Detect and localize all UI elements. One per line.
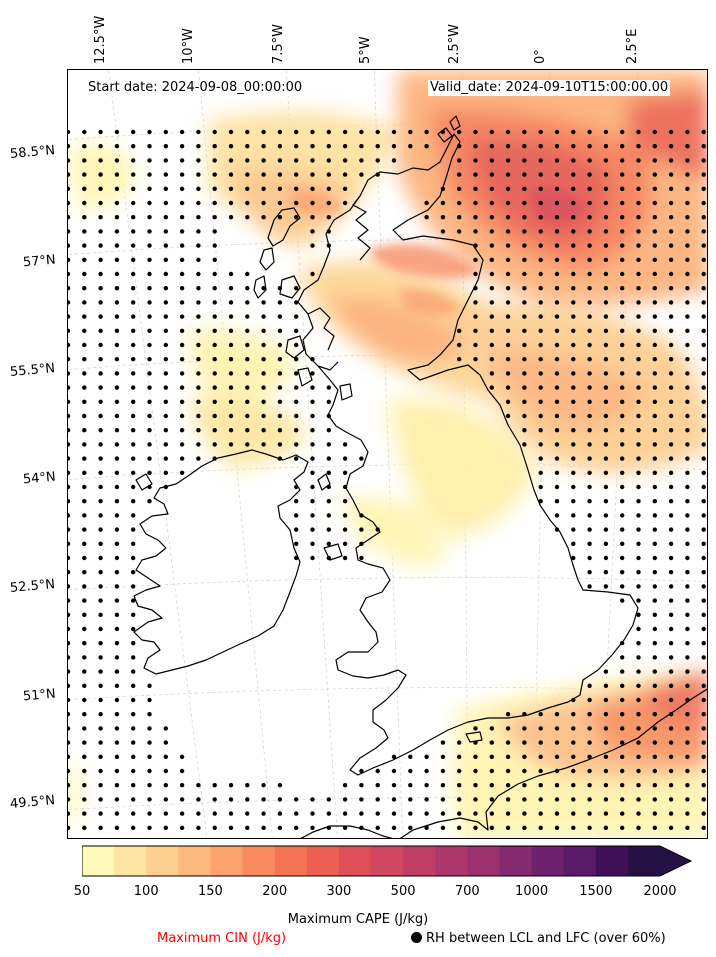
lat-label-58.5n: 58.5°N bbox=[9, 143, 56, 162]
colorbar-segment bbox=[178, 846, 211, 876]
coastline-great-britain bbox=[297, 133, 639, 776]
coastline-isle-of-man bbox=[317, 473, 331, 491]
start-date-label: Start date: 2024-09-08_00:00:00 bbox=[86, 80, 305, 96]
lat-label-52.5n: 52.5°N bbox=[9, 577, 56, 596]
lon-label-12.5w: 12.5°W bbox=[93, 15, 108, 64]
colorbar-tick-label: 2000 bbox=[643, 884, 677, 899]
rh-dots bbox=[68, 129, 706, 830]
cape-title: Maximum CAPE (J/kg) bbox=[287, 912, 429, 927]
colorbar-tick-label: 1000 bbox=[515, 884, 549, 899]
colorbar-tick-label: 1500 bbox=[579, 884, 613, 899]
lon-label-2.5e: 2.5°E bbox=[625, 28, 640, 64]
cin-label: Maximum CIN (J/kg) bbox=[157, 931, 287, 946]
colorbar-segment bbox=[595, 846, 629, 876]
colorbar-tick-label: 700 bbox=[454, 884, 480, 899]
lon-label-7.5w: 7.5°W bbox=[271, 23, 286, 64]
colorbar-segment bbox=[82, 846, 115, 876]
cape-map bbox=[68, 70, 707, 838]
valid-date-label: Valid_date: 2024-09-10T15:00:00.00 bbox=[428, 80, 671, 96]
colorbar-segment bbox=[146, 846, 179, 876]
lat-label-51n: 51°N bbox=[22, 686, 57, 705]
colorbar-segment bbox=[435, 846, 468, 876]
colorbar-segment bbox=[274, 846, 308, 876]
colorbar-segment bbox=[210, 846, 244, 876]
lat-label-54n: 54°N bbox=[22, 469, 57, 488]
colorbar-segment bbox=[563, 846, 597, 876]
colorbar-tick-label: 50 bbox=[73, 884, 91, 899]
coastline-hebrides bbox=[267, 207, 301, 247]
map-panel bbox=[67, 69, 708, 839]
colorbar-extend-arrow bbox=[660, 846, 691, 876]
colorbar-segment bbox=[114, 846, 147, 876]
colorbar-segment bbox=[371, 846, 404, 876]
colorbar-segment bbox=[467, 846, 500, 876]
colorbar-segment bbox=[499, 846, 533, 876]
lon-label-0: 0° bbox=[533, 49, 548, 64]
lat-label-55.5n: 55.5°N bbox=[9, 361, 56, 380]
colorbar-tick-label: 200 bbox=[262, 884, 288, 899]
colorbar bbox=[82, 845, 693, 877]
colorbar-segment bbox=[627, 846, 661, 876]
coastline-france bbox=[399, 688, 707, 838]
coastline-ireland bbox=[133, 449, 309, 675]
colorbar-segment bbox=[531, 846, 565, 876]
colorbar-outline bbox=[82, 845, 693, 877]
lon-label-5w: 5°W bbox=[358, 36, 373, 64]
colorbar-tick-label: 100 bbox=[133, 884, 159, 899]
coastline-isle-of-wight bbox=[465, 731, 483, 743]
colorbar-tick-label: 300 bbox=[326, 884, 352, 899]
colorbar-segment bbox=[242, 846, 276, 876]
lat-label-57n: 57°N bbox=[22, 252, 57, 271]
lat-label-49.5n: 49.5°N bbox=[9, 793, 56, 812]
lon-label-10w: 10°W bbox=[181, 28, 196, 64]
cape-field bbox=[68, 70, 707, 838]
rh-dot-icon bbox=[411, 932, 422, 943]
colorbar-segment bbox=[403, 846, 436, 876]
rh-legend: RH between LCL and LFC (over 60%) bbox=[411, 931, 666, 946]
coastlines bbox=[133, 115, 707, 838]
colorbar-tick-label: 500 bbox=[390, 884, 416, 899]
colorbar-tick-label: 150 bbox=[197, 884, 223, 899]
colorbar-segment bbox=[306, 846, 340, 876]
coastline-orkney bbox=[437, 115, 461, 143]
coastline-brittany bbox=[300, 825, 393, 838]
rh-legend-label: RH between LCL and LFC (over 60%) bbox=[426, 931, 666, 946]
lon-label-2.5w: 2.5°W bbox=[447, 23, 462, 64]
colorbar-segment bbox=[338, 846, 372, 876]
